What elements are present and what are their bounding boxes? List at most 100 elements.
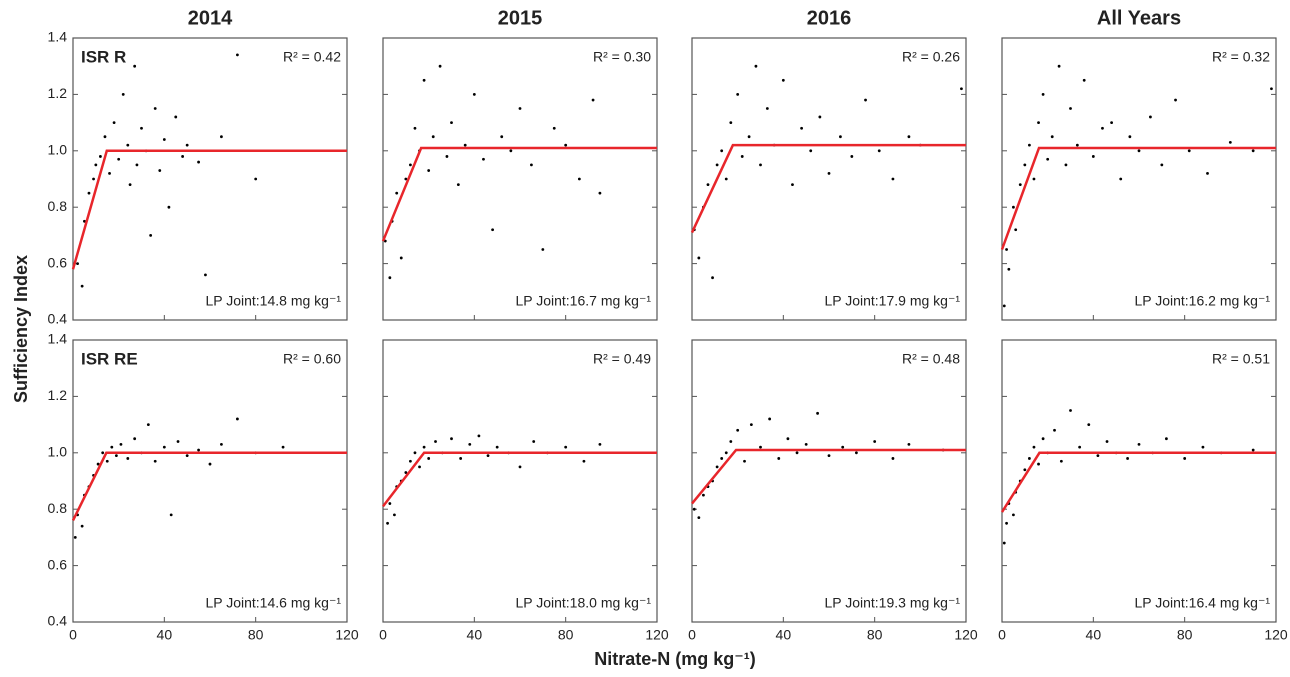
data-point <box>697 256 701 260</box>
panel-title: 2015 <box>498 7 543 29</box>
data-point <box>1069 107 1072 110</box>
data-point <box>1137 149 1141 153</box>
fit-line <box>1000 451 1276 513</box>
data-point <box>809 149 813 153</box>
lp-joint: LP Joint:14.6 mg kg⁻¹ <box>205 595 341 611</box>
data-point <box>204 273 207 277</box>
data-point <box>715 465 719 469</box>
panel-label: ISR RE <box>81 349 138 368</box>
panel-title: 2016 <box>807 7 852 29</box>
data-point <box>740 155 744 158</box>
data-point <box>1082 78 1086 82</box>
x-tick-label: 120 <box>1264 627 1288 643</box>
data-point <box>518 107 522 110</box>
data-point <box>176 440 180 443</box>
data-point <box>582 459 586 463</box>
fit-line <box>71 451 347 522</box>
data-point <box>418 465 421 469</box>
x-tick-label: 0 <box>69 627 77 643</box>
data-point <box>1128 135 1132 139</box>
data-point <box>1206 171 1209 175</box>
panel-frame <box>691 37 967 321</box>
data-point <box>715 163 719 167</box>
data-point <box>850 155 854 158</box>
data-point <box>706 183 710 187</box>
r-squared: R² = 0.30 <box>593 49 651 65</box>
y-tick-label: 0.6 <box>48 556 68 572</box>
data-point <box>450 121 453 124</box>
data-point <box>1041 437 1045 441</box>
data-point <box>105 459 109 463</box>
panel-frame <box>691 339 967 623</box>
data-point <box>99 155 102 158</box>
data-point <box>236 417 239 421</box>
data-point <box>1270 87 1273 91</box>
data-point <box>530 163 533 167</box>
data-point <box>386 521 389 525</box>
data-point <box>724 451 728 455</box>
x-tick-label: 80 <box>248 627 264 643</box>
data-point <box>598 442 602 446</box>
data-point <box>220 442 223 446</box>
data-point <box>445 155 449 158</box>
data-point <box>149 234 153 237</box>
data-point <box>891 457 895 460</box>
data-point <box>1028 143 1031 147</box>
data-point <box>83 219 86 223</box>
data-point <box>413 126 417 130</box>
data-point <box>1183 457 1187 460</box>
data-point <box>1002 541 1006 545</box>
data-point <box>1012 205 1015 209</box>
data-point <box>96 462 100 466</box>
data-point <box>1149 115 1152 119</box>
data-point <box>126 143 130 147</box>
y-tick-label: 1.2 <box>48 85 68 101</box>
data-point <box>94 163 98 167</box>
data-point <box>804 442 808 446</box>
r-squared: R² = 0.51 <box>1212 351 1270 367</box>
data-point <box>1187 149 1191 153</box>
data-point <box>409 163 412 167</box>
data-point <box>1126 457 1129 460</box>
data-point <box>103 135 107 139</box>
data-point <box>1137 442 1141 446</box>
data-point <box>818 115 822 119</box>
data-point <box>121 93 125 96</box>
data-point <box>864 98 867 102</box>
data-point <box>907 135 911 139</box>
data-point <box>736 93 740 96</box>
data-point <box>711 276 714 280</box>
fit-line <box>71 149 347 270</box>
data-point <box>393 513 396 517</box>
data-point <box>1251 149 1255 153</box>
lp-joint: LP Joint:18.0 mg kg⁻¹ <box>515 595 651 611</box>
panel-title: All Years <box>1097 7 1181 29</box>
data-point <box>1041 93 1045 96</box>
data-point <box>692 507 696 511</box>
data-point <box>477 434 481 438</box>
data-point <box>724 177 728 181</box>
panel-frame <box>72 37 348 321</box>
data-point <box>197 448 200 452</box>
data-point <box>486 454 490 458</box>
data-point <box>281 445 285 449</box>
data-point <box>456 183 460 187</box>
data-point <box>108 171 111 175</box>
data-point <box>777 457 781 460</box>
data-point <box>509 149 513 153</box>
data-point <box>1160 163 1164 167</box>
data-point <box>112 121 116 124</box>
x-tick-label: 80 <box>558 627 574 643</box>
data-point <box>80 284 84 288</box>
data-point <box>181 155 185 158</box>
data-point <box>463 143 467 147</box>
data-point <box>839 135 842 139</box>
data-point <box>153 107 157 110</box>
data-point <box>827 171 831 175</box>
data-point <box>1069 409 1072 412</box>
data-point <box>1037 121 1040 124</box>
data-point <box>907 442 911 446</box>
data-point <box>87 191 91 195</box>
data-point <box>459 457 463 460</box>
